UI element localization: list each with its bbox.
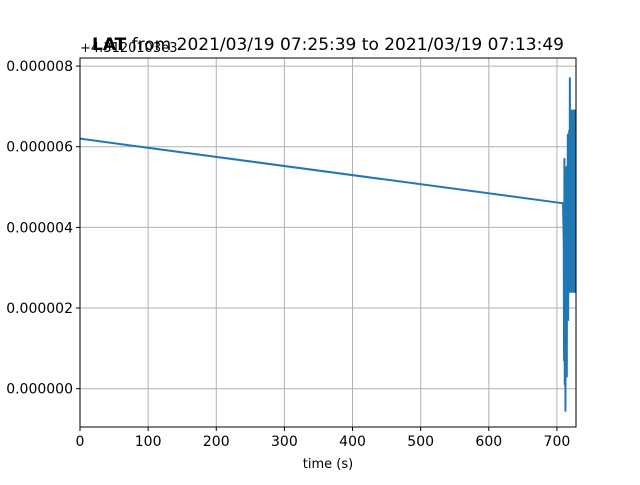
x-axis-label: time (s): [303, 457, 353, 472]
y-axis-ticks: 0.000000 0.000002 0.000004 0.000006 0.000008: [6, 59, 80, 398]
series-line: [80, 77, 576, 412]
y-tick-label: 0.000006: [6, 140, 73, 156]
chart-title: LAT from 2021/03/19 07:25:39 to 2021/03/…: [92, 35, 564, 55]
y-tick-label: 0.000000: [6, 382, 73, 398]
x-tick-label: 100: [135, 434, 162, 450]
y-tick-label: 0.000002: [6, 301, 73, 317]
x-tick-label: 0: [76, 434, 85, 450]
y-tick-label: 0.000004: [6, 220, 73, 236]
y-offset-label: +4.3120103e3: [80, 41, 177, 56]
plot-frame: [79, 57, 577, 428]
chart-title-variable: LAT: [92, 35, 127, 55]
x-axis-ticks: 0 100 200 300 400 500 600 700: [76, 427, 571, 450]
x-tick-label: 700: [544, 434, 571, 450]
series-layer: [80, 77, 576, 412]
x-tick-label: 500: [407, 434, 434, 450]
chart-title-range: from 2021/03/19 07:25:39 to 2021/03/19 0…: [126, 35, 564, 55]
y-tick-label: 0.000008: [6, 59, 73, 75]
x-tick-label: 600: [475, 434, 502, 450]
x-tick-label: 300: [271, 434, 298, 450]
x-tick-label: 200: [203, 434, 230, 450]
x-tick-label: 400: [339, 434, 366, 450]
grid-layer: [79, 58, 576, 427]
